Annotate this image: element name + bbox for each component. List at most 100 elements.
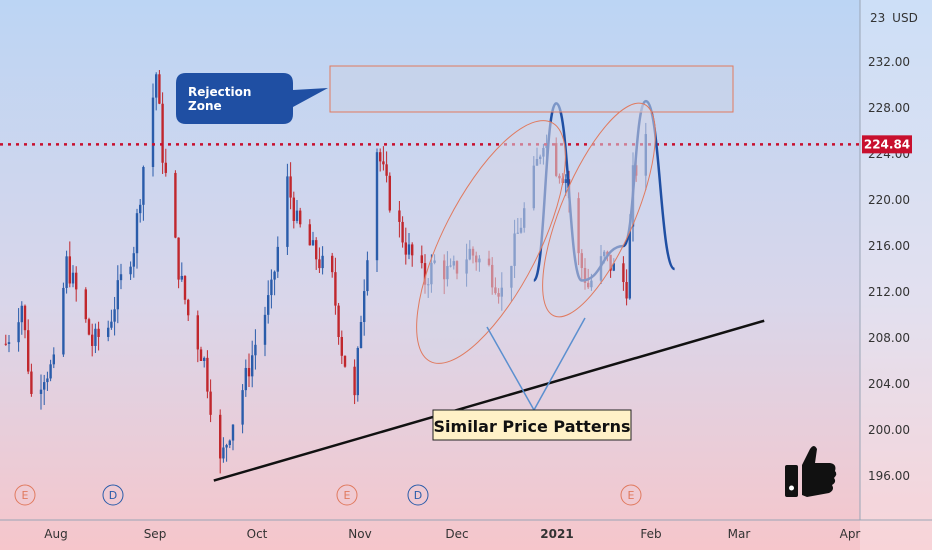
last-price-badge: 224.84 <box>862 135 912 154</box>
candle-body <box>187 299 190 316</box>
time-tick-label: Apr <box>840 527 861 541</box>
candle-body <box>97 328 100 337</box>
candle-body <box>110 321 113 328</box>
last-price-label: 224.84 <box>864 137 910 151</box>
event-marker-circle <box>14 484 36 506</box>
pointer-line-2 <box>533 317 586 411</box>
candle-body <box>241 390 244 425</box>
price-tick-label: 200.00 <box>868 423 910 437</box>
candle-body <box>206 357 209 392</box>
candle-body <box>203 357 206 361</box>
candle-body <box>375 152 379 261</box>
candle-body <box>622 263 625 283</box>
annotation-text: Similar Price Patterns <box>434 417 631 436</box>
candle-body <box>398 210 401 222</box>
candle-body <box>135 213 139 254</box>
candle-body <box>267 295 270 315</box>
candle-body <box>71 272 75 284</box>
candle-body <box>209 391 212 415</box>
candle-body <box>292 197 295 221</box>
event-marker-label: E <box>344 489 351 502</box>
currency-label: USD <box>892 11 918 25</box>
candle-body <box>161 103 164 163</box>
price-tick-label: 212.00 <box>868 285 910 299</box>
candle-body <box>356 347 359 396</box>
candle-body <box>270 279 273 296</box>
candle-body <box>295 210 299 221</box>
price-tick-label: 208.00 <box>868 331 910 345</box>
candle-body <box>251 355 254 377</box>
candle-body <box>94 328 97 346</box>
candle-body <box>17 322 20 343</box>
candle-body <box>113 309 116 322</box>
candle-body <box>222 447 225 459</box>
candle-body <box>39 389 43 394</box>
candle-body <box>420 255 423 264</box>
candle-body <box>628 226 631 299</box>
candle-body <box>334 272 337 306</box>
candle-body <box>337 305 340 337</box>
event-marker-label: D <box>414 489 422 502</box>
event-marker-circle <box>407 484 429 506</box>
candle-body <box>404 242 407 255</box>
candle-body <box>164 162 167 173</box>
candle-body <box>219 414 222 459</box>
price-tick-label: 204.00 <box>868 377 910 391</box>
pointer-line-1 <box>486 326 535 411</box>
top-tick-partial: 23 <box>870 11 885 25</box>
candle-body <box>359 322 363 348</box>
candle-body <box>254 344 257 356</box>
candle-body <box>340 336 343 356</box>
candle-body <box>62 287 65 355</box>
candle-body <box>286 176 289 247</box>
candle-body <box>225 445 228 448</box>
candle-body <box>139 204 142 214</box>
time-tick-label: 2021 <box>540 527 573 541</box>
candle-body <box>612 263 615 271</box>
candle-body <box>52 354 55 365</box>
time-tick-label: Aug <box>44 527 67 541</box>
candle-body <box>363 291 366 323</box>
price-axis-labels: 232.00228.00224.00220.00216.00212.00208.… <box>868 55 910 483</box>
candle-body <box>91 334 94 346</box>
candle-body <box>423 263 427 285</box>
last-price-bg <box>862 135 912 154</box>
candle-body <box>315 240 318 260</box>
time-tick-label: Oct <box>247 527 268 541</box>
candle-body <box>132 253 135 267</box>
candle-body <box>30 371 33 394</box>
candle-body <box>43 382 46 390</box>
event-marker-label: E <box>628 489 635 502</box>
annotation-bg <box>432 409 632 441</box>
price-tick-label: 196.00 <box>868 469 910 483</box>
candle-body <box>183 275 187 300</box>
candle-body <box>158 74 161 104</box>
candle-body <box>84 289 87 320</box>
price-tick-label: 228.00 <box>868 101 910 115</box>
support-trendline <box>213 319 765 482</box>
event-marker-circle <box>620 484 642 506</box>
event-marker-label: E <box>22 489 29 502</box>
candle-body <box>244 367 247 391</box>
candle-body <box>116 280 119 310</box>
candle-body <box>49 364 52 379</box>
candle-body <box>411 244 414 256</box>
time-tick-label: Feb <box>640 527 661 541</box>
candle-body <box>273 271 276 280</box>
event-marker-circle <box>102 484 124 506</box>
candle-body <box>625 282 628 299</box>
candle-body <box>151 97 155 167</box>
callout-line-1: Rejection <box>188 85 251 99</box>
candle-body <box>174 172 177 238</box>
candle-body <box>87 319 91 335</box>
candle-body <box>7 342 11 344</box>
time-tick-label: Dec <box>445 527 468 541</box>
candle-body <box>65 256 68 288</box>
candle-body <box>68 256 71 284</box>
candle-body <box>407 244 411 255</box>
candle-body <box>276 246 279 272</box>
candle-body <box>331 255 334 273</box>
pattern-ellipse-1 <box>416 120 566 364</box>
